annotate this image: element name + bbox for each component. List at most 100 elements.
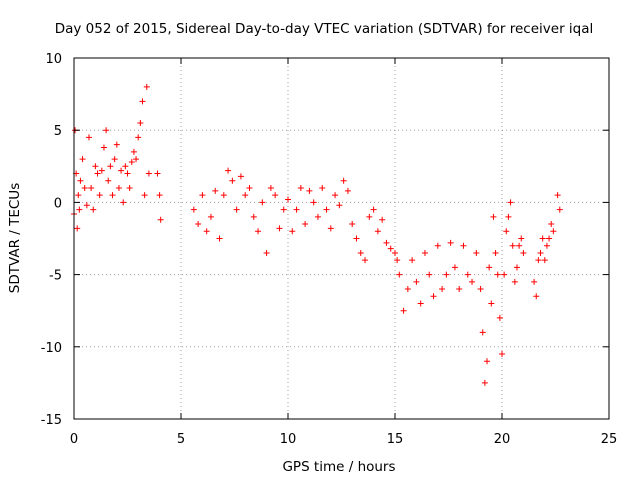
data-point [242, 192, 249, 199]
data-point [216, 235, 223, 242]
data-point [421, 249, 428, 256]
data-point [353, 235, 360, 242]
y-tick-label: -5 [49, 269, 62, 284]
data-point [531, 278, 538, 285]
data-point [344, 187, 351, 194]
data-point [490, 213, 497, 220]
data-point [460, 242, 467, 249]
data-point [156, 192, 163, 199]
data-point [496, 314, 503, 321]
data-point [118, 167, 125, 174]
data-point [246, 184, 253, 191]
y-axis-label: SDTVAR / TECUs [7, 183, 23, 293]
data-point [105, 177, 112, 184]
data-point [85, 134, 92, 141]
data-point [77, 177, 84, 184]
data-point [492, 249, 499, 256]
data-point [267, 184, 274, 191]
data-point [533, 293, 540, 300]
data-point [387, 245, 394, 252]
data-point [481, 379, 488, 386]
data-point [113, 141, 120, 148]
plot-frame [73, 57, 610, 420]
data-point [88, 184, 95, 191]
data-point [212, 187, 219, 194]
data-point [439, 286, 446, 293]
x-tick-label: 15 [387, 432, 404, 447]
data-point [550, 228, 557, 235]
data-point [484, 358, 491, 365]
data-point [516, 242, 523, 249]
data-point [366, 213, 373, 220]
data-point [229, 177, 236, 184]
data-point [237, 173, 244, 180]
data-point [297, 184, 304, 191]
data-point [319, 184, 326, 191]
y-axis-ticks: -15 -10 -5 0 5 10 [41, 52, 609, 428]
data-point [199, 192, 206, 199]
data-point [76, 206, 83, 213]
data-point [293, 206, 300, 213]
data-point [336, 202, 343, 209]
data-point [145, 170, 152, 177]
data-point [276, 225, 283, 232]
data-point [511, 278, 518, 285]
data-point [302, 221, 309, 228]
data-point [486, 264, 493, 271]
x-tick-label: 25 [601, 432, 618, 447]
data-point [505, 213, 512, 220]
data-point [537, 249, 544, 256]
data-point [374, 228, 381, 235]
data-point [79, 156, 86, 163]
data-point [259, 199, 266, 206]
data-point [518, 235, 525, 242]
y-tick-label: -15 [41, 413, 62, 428]
x-axis-label: GPS time / hours [282, 459, 395, 475]
data-point [130, 148, 137, 155]
data-point [539, 235, 546, 242]
data-point [139, 98, 146, 105]
data-point [310, 199, 317, 206]
data-point [100, 144, 107, 151]
data-point [103, 127, 110, 134]
data-point [98, 167, 105, 174]
data-point [92, 163, 99, 170]
data-point [430, 293, 437, 300]
data-point [135, 134, 142, 141]
data-point [75, 192, 82, 199]
data-point [225, 167, 232, 174]
data-point [383, 239, 390, 246]
data-point [143, 83, 150, 90]
data-point [137, 119, 144, 126]
data-point [543, 242, 550, 249]
data-point [327, 225, 334, 232]
data-point [74, 225, 81, 232]
data-point [126, 184, 133, 191]
data-point [554, 192, 561, 199]
data-point [488, 300, 495, 307]
data-point [447, 239, 454, 246]
data-point [548, 221, 555, 228]
data-point [396, 271, 403, 278]
data-point [154, 170, 161, 177]
x-axis-ticks: 0 5 10 15 20 25 [70, 58, 617, 447]
data-point [255, 228, 262, 235]
data-point [370, 206, 377, 213]
x-tick-label: 10 [280, 432, 297, 447]
data-point [501, 271, 508, 278]
data-point [443, 271, 450, 278]
data-point [263, 249, 270, 256]
data-point [520, 249, 527, 256]
data-point [233, 206, 240, 213]
data-point [535, 257, 542, 264]
data-point [81, 184, 88, 191]
data-point [207, 213, 214, 220]
data-point [83, 202, 90, 209]
data-point [120, 199, 127, 206]
data-point [349, 221, 356, 228]
y-tick-label: 0 [54, 196, 62, 211]
data-point [513, 264, 520, 271]
data-point [426, 271, 433, 278]
data-point [124, 170, 131, 177]
